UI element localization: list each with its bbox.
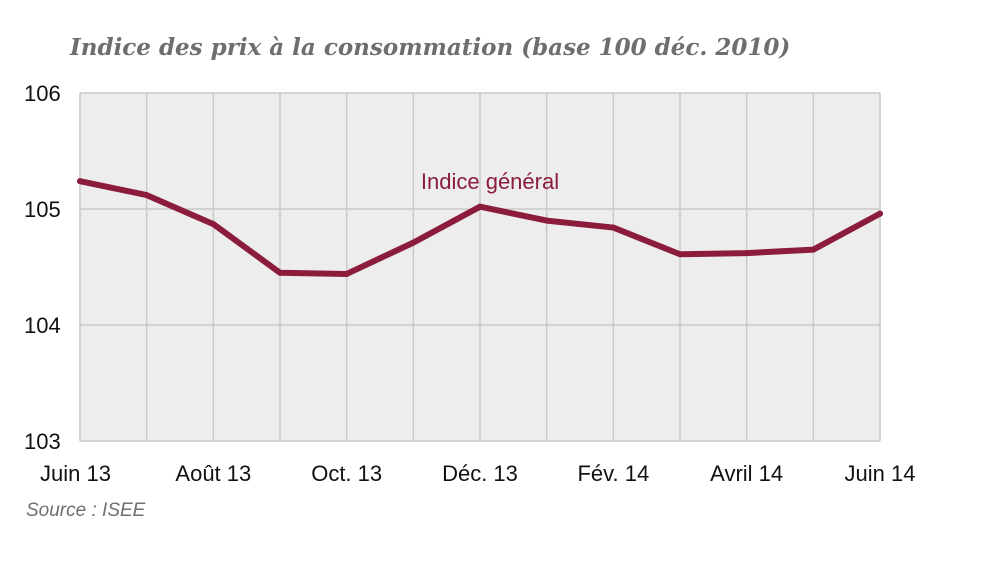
data-point xyxy=(743,250,750,257)
data-point xyxy=(877,210,883,217)
y-tick-label: 104 xyxy=(24,313,61,338)
grid xyxy=(79,92,881,442)
data-point xyxy=(810,246,817,253)
x-tick-label: Juin 13 xyxy=(40,461,111,486)
x-tick-label: Déc. 13 xyxy=(442,461,518,486)
data-points xyxy=(77,178,883,277)
source-note: Source : ISEE xyxy=(26,500,146,521)
y-tick-label: 105 xyxy=(24,197,61,222)
y-tick-label: 103 xyxy=(24,429,61,454)
series-label: Indice général xyxy=(421,169,559,194)
data-point xyxy=(143,192,150,199)
y-axis: 103 104 105 106 xyxy=(24,81,61,454)
data-point xyxy=(477,203,483,210)
x-tick-label: Avril 14 xyxy=(710,461,783,486)
x-tick-label: Fév. 14 xyxy=(577,461,649,486)
data-point xyxy=(410,239,417,246)
data-point xyxy=(677,251,683,258)
data-point xyxy=(610,224,617,231)
data-point xyxy=(543,217,550,224)
data-point xyxy=(343,270,350,277)
data-point xyxy=(77,178,83,185)
x-tick-label: Août 13 xyxy=(175,461,251,486)
data-point xyxy=(210,221,217,228)
line-chart: 103 104 105 106 Juin 13 Août 13 Oct. 13 Déc. 1… xyxy=(24,81,915,486)
x-tick-label: Oct. 13 xyxy=(311,461,382,486)
chart-title: Indice des prix à la consommation (base … xyxy=(70,34,791,61)
data-point xyxy=(277,269,283,276)
x-axis: Juin 13 Août 13 Oct. 13 Déc. 13 Fév. 14 Avril… xyxy=(40,461,915,486)
x-tick-label: Juin 14 xyxy=(845,461,916,486)
y-tick-label: 106 xyxy=(24,81,61,106)
